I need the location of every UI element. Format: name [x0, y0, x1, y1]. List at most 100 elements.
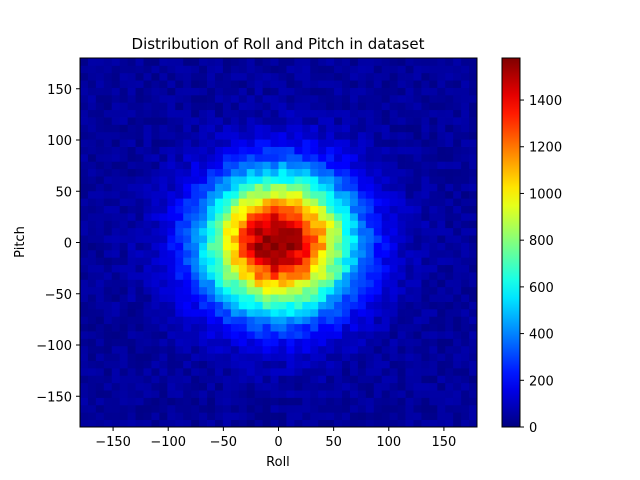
heatmap-cell — [214, 146, 224, 155]
heatmap-cell — [405, 102, 414, 111]
heatmap-cell — [429, 286, 438, 295]
heatmap-cell — [365, 264, 375, 273]
heatmap-cell — [127, 139, 136, 147]
heatmap-cell — [159, 161, 168, 170]
heatmap-cell — [222, 183, 232, 192]
heatmap-cell — [246, 375, 256, 384]
heatmap-cell — [437, 323, 446, 332]
heatmap-cell — [143, 124, 152, 133]
heatmap-cell — [421, 131, 430, 140]
heatmap-cell — [159, 109, 168, 118]
heatmap-cell — [175, 412, 184, 421]
heatmap-cell — [270, 279, 279, 288]
heatmap-cell — [199, 412, 208, 421]
heatmap-cell — [135, 257, 144, 266]
heatmap-cell — [318, 301, 327, 310]
heatmap-cell — [437, 117, 446, 125]
heatmap-cell — [175, 161, 184, 170]
heatmap-cell — [310, 404, 319, 413]
heatmap-cell — [111, 323, 121, 332]
heatmap-cell — [246, 286, 256, 295]
heatmap-cell — [349, 323, 359, 332]
heatmap-cell — [437, 183, 446, 192]
heatmap-cell — [214, 205, 224, 214]
heatmap-cell — [365, 412, 375, 421]
heatmap-cell — [183, 146, 192, 155]
heatmap-cell — [135, 331, 144, 339]
heatmap-cell — [191, 198, 200, 206]
heatmap-cell — [230, 397, 240, 406]
heatmap-cell — [326, 72, 335, 81]
heatmap-cell — [453, 227, 462, 236]
heatmap-cell — [373, 301, 383, 310]
heatmap-cell — [199, 235, 208, 243]
heatmap-cell — [103, 212, 113, 221]
heatmap-cell — [405, 153, 414, 162]
heatmap-cell — [461, 198, 470, 206]
heatmap-cell — [167, 109, 176, 118]
heatmap-cell — [437, 153, 446, 162]
heatmap-cell — [151, 382, 160, 391]
heatmap-cell — [270, 404, 279, 413]
heatmap-cell — [175, 139, 184, 147]
heatmap-cell — [262, 235, 271, 243]
heatmap-cell — [326, 109, 335, 118]
heatmap-cell — [469, 139, 478, 147]
heatmap-cell — [445, 198, 454, 206]
heatmap-cell — [342, 390, 351, 398]
heatmap-cell — [278, 94, 287, 103]
heatmap-cell — [334, 146, 343, 155]
heatmap-cell — [207, 220, 216, 229]
heatmap-cell — [429, 323, 438, 332]
heatmap-cell — [111, 102, 121, 111]
heatmap-cell — [405, 198, 414, 206]
heatmap-cell — [357, 168, 367, 177]
heatmap-cell — [191, 102, 200, 111]
heatmap-cell — [95, 294, 105, 302]
heatmap-cell — [286, 272, 295, 280]
heatmap-cell — [238, 286, 248, 295]
heatmap-cell — [175, 301, 184, 310]
heatmap-cell — [421, 375, 430, 384]
heatmap-cell — [80, 176, 89, 184]
heatmap-cell — [87, 176, 97, 184]
heatmap-cell — [326, 161, 335, 170]
heatmap-cell — [143, 72, 152, 81]
heatmap-cell — [334, 301, 343, 310]
heatmap-cell — [397, 331, 406, 339]
heatmap-cell — [151, 242, 160, 251]
heatmap-cell — [349, 220, 359, 229]
heatmap-cell — [342, 264, 351, 273]
heatmap-cell — [143, 382, 152, 391]
heatmap-cell — [413, 168, 422, 177]
heatmap-cell — [365, 161, 375, 170]
heatmap-cell — [143, 331, 152, 339]
heatmap-cell — [119, 419, 129, 428]
heatmap-cell — [191, 316, 200, 325]
heatmap-cell — [421, 360, 430, 369]
heatmap-cell — [326, 412, 335, 421]
heatmap-cell — [191, 124, 200, 133]
heatmap-cell — [238, 308, 248, 317]
heatmap-cell — [270, 345, 279, 354]
heatmap-cell — [191, 109, 200, 118]
heatmap-cell — [318, 139, 327, 147]
heatmap-cell — [119, 94, 129, 103]
heatmap-cell — [159, 205, 168, 214]
heatmap-cell — [207, 338, 216, 347]
heatmap-cell — [254, 301, 264, 310]
heatmap-cell — [310, 353, 319, 361]
heatmap-cell — [238, 397, 248, 406]
heatmap-cell — [183, 308, 192, 317]
heatmap-cell — [167, 176, 176, 184]
heatmap-cell — [357, 190, 367, 199]
heatmap-cell — [405, 412, 414, 421]
heatmap-cell — [143, 316, 152, 325]
heatmap-cell — [365, 80, 375, 88]
heatmap-cell — [167, 183, 176, 192]
heatmap-cell — [389, 146, 398, 155]
heatmap-cell — [318, 212, 327, 221]
heatmap-cell — [103, 65, 113, 74]
heatmap-cell — [326, 331, 335, 339]
heatmap-cell — [214, 176, 224, 184]
